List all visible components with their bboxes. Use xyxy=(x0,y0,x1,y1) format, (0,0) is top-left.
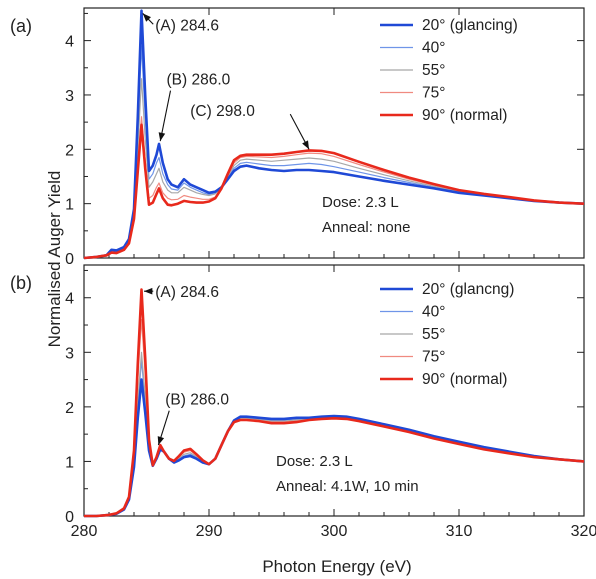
annotation-arrowhead xyxy=(158,132,166,142)
series-line xyxy=(83,123,585,260)
y-tick-label: 2 xyxy=(65,142,74,159)
annotation-arrowhead xyxy=(302,140,309,150)
x-tick-label: 320 xyxy=(571,523,596,540)
legend-label: 20° (glancing) xyxy=(422,17,518,34)
series-line xyxy=(83,9,585,260)
legend-label: 90° (normal) xyxy=(422,371,507,388)
info-text: Anneal: 4.1W, 10 min xyxy=(276,478,419,495)
y-tick-label: 4 xyxy=(65,291,74,308)
x-tick-label: 300 xyxy=(321,523,348,540)
y-tick-label: 3 xyxy=(65,88,74,105)
y-tick-label: 4 xyxy=(65,34,74,51)
annotation-label: (B) 286.0 xyxy=(165,392,229,409)
legend-label: 90° (normal) xyxy=(422,107,507,124)
panel-b: (b) 280 290 300 310 320 0 1 2 3 4 20° (glancng) 40° 5… xyxy=(10,264,596,540)
y-tick-label: 0 xyxy=(65,251,74,268)
y-tick-label: 2 xyxy=(65,400,74,417)
info-text: Anneal: none xyxy=(322,219,410,236)
legend-label: 40° xyxy=(422,40,445,57)
x-tick-label: 290 xyxy=(196,523,223,540)
annotation-arrowhead xyxy=(157,436,165,446)
annotation-label: (B) 286.0 xyxy=(167,72,231,89)
y-tick-label: 0 xyxy=(65,509,74,526)
info-text: Dose: 2.3 L xyxy=(276,453,353,470)
legend-label: 40° xyxy=(422,304,445,321)
x-tick-label: 280 xyxy=(71,523,98,540)
annotation-arrowhead xyxy=(144,287,153,295)
annotation-label: (C) 298.0 xyxy=(190,103,255,120)
legend-label: 20° (glancng) xyxy=(422,281,514,298)
y-tick-label: 1 xyxy=(65,454,74,471)
panel-label: (a) xyxy=(10,16,32,36)
x-axis-label: Photon Energy (eV) xyxy=(262,557,411,576)
annotation-label: (A) 284.6 xyxy=(155,284,219,301)
panel-label: (b) xyxy=(10,273,32,293)
y-tick-label: 3 xyxy=(65,345,74,362)
annotation-arrowhead xyxy=(142,13,151,22)
legend-label: 55° xyxy=(422,62,445,79)
info-text: Dose: 2.3 L xyxy=(322,194,399,211)
annotation-arrow xyxy=(159,90,172,142)
annotation-label: (A) 284.6 xyxy=(155,17,219,34)
legend-label: 55° xyxy=(422,326,445,343)
y-tick-label: 1 xyxy=(65,197,74,214)
legend-label: 75° xyxy=(422,85,445,102)
y-axis-label: Normalised Auger Yield xyxy=(45,171,64,348)
x-tick-label: 310 xyxy=(446,523,473,540)
series-line xyxy=(84,288,585,518)
legend-label: 75° xyxy=(422,349,445,366)
panel-a: (a) 0 1 2 3 4 20° (glancing) 40° 55° 75° 90° (norm… xyxy=(10,7,585,268)
